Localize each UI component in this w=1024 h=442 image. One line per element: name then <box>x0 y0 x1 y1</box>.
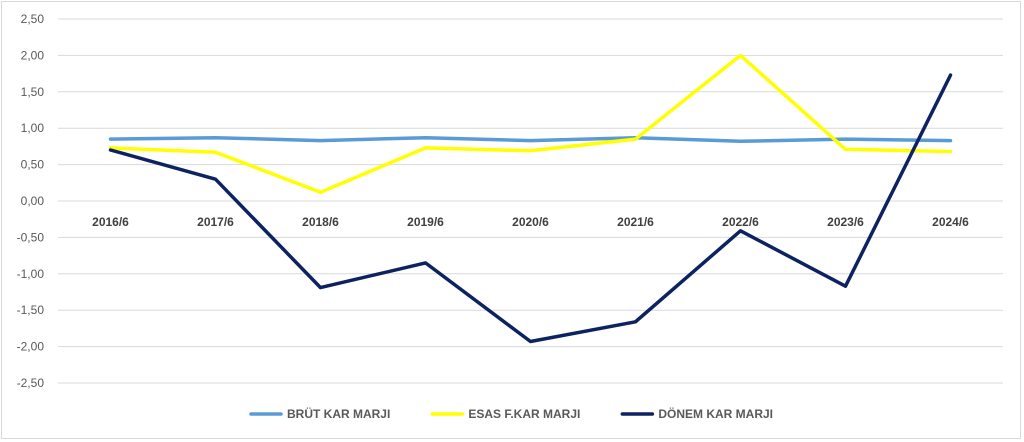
y-tick-label: 1,50 <box>21 85 45 99</box>
x-tick-label: 2018/6 <box>302 215 339 229</box>
y-tick-label: 2,50 <box>21 12 45 26</box>
x-tick-label: 2016/6 <box>92 215 129 229</box>
x-tick-label: 2022/6 <box>722 215 759 229</box>
y-tick-label: -2,50 <box>17 376 45 390</box>
series-line-2 <box>108 53 953 195</box>
y-tick-label: -1,00 <box>17 267 45 281</box>
y-tick-label: 0,00 <box>21 194 45 208</box>
legend: BRÜT KAR MARJI ESAS F.KAR MARJI DÖNEM KAR … <box>249 406 773 421</box>
y-tick-label: -1,50 <box>17 303 45 317</box>
y-axis-ticks: 2,50 2,00 1,50 1,00 0,50 0,00 -0,50 -1,00 -1,50 -… <box>17 12 45 390</box>
grid-layer <box>58 18 1003 384</box>
y-tick-label: -0,50 <box>17 230 45 244</box>
y-tick-label: -2,00 <box>17 340 45 354</box>
series-line-1 <box>108 135 953 144</box>
legend-label-1: BRÜT KAR MARJI <box>287 406 390 421</box>
series-line-3 <box>108 73 953 344</box>
x-tick-label: 2021/6 <box>617 215 654 229</box>
x-tick-label: 2020/6 <box>512 215 549 229</box>
x-tick-label: 2023/6 <box>827 215 864 229</box>
y-tick-label: 2,00 <box>21 48 45 62</box>
legend-label-2: ESAS F.KAR MARJI <box>468 407 580 421</box>
y-tick-label: 0,50 <box>21 158 45 172</box>
legend-label-3: DÖNEM KAR MARJI <box>658 406 773 421</box>
x-axis-ticks: 2016/6 2017/6 2018/6 2019/6 2020/6 2021/6 2022… <box>92 215 969 229</box>
y-tick-label: 1,00 <box>21 121 45 135</box>
x-tick-label: 2024/6 <box>932 215 969 229</box>
x-tick-label: 2019/6 <box>407 215 444 229</box>
x-tick-label: 2017/6 <box>197 215 234 229</box>
series-layer <box>108 53 953 344</box>
